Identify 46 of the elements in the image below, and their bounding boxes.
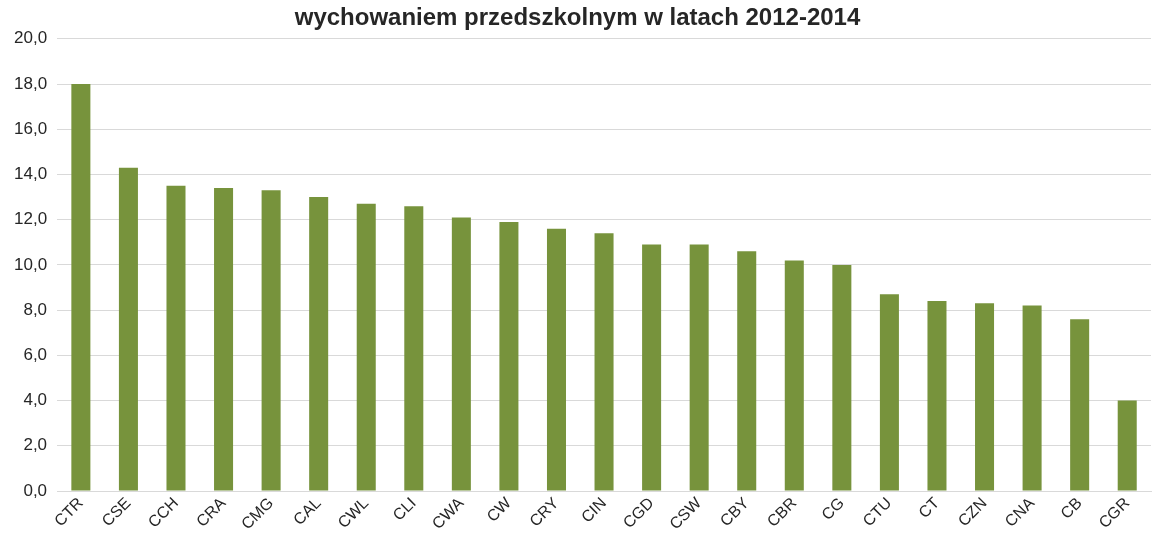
x-tick-label: CWL (334, 493, 372, 532)
bar (499, 221, 519, 491)
x-tick-label: CLI (389, 494, 420, 524)
bar (975, 303, 995, 491)
y-tick-label: 14,0 (13, 164, 48, 184)
bar (1117, 400, 1137, 491)
y-tick-label: 8,0 (23, 299, 48, 319)
x-tick-label: CG (818, 494, 848, 524)
y-tick-label: 20,0 (13, 28, 48, 48)
x-tick-label: CW (483, 493, 515, 525)
y-tick-label: 12,0 (13, 209, 48, 229)
y-tick-label: 18,0 (13, 73, 48, 93)
y-tick-label: 2,0 (23, 435, 48, 455)
bar (879, 294, 899, 491)
bar (118, 167, 138, 491)
x-tick-label: CTR (50, 494, 87, 530)
bar (451, 217, 471, 491)
bar (356, 203, 376, 491)
y-tick-label: 10,0 (13, 254, 48, 274)
bar (1070, 319, 1090, 491)
bar (71, 84, 91, 491)
x-tick-label: CT (915, 493, 943, 522)
x-tick-label: CAL (289, 493, 324, 529)
x-tick-label: CNA (1001, 493, 1038, 530)
x-tick-label: CB (1057, 494, 1085, 522)
bar (642, 244, 662, 491)
y-tick-label: 0,0 (23, 480, 48, 500)
bar (784, 260, 804, 491)
y-tick-label: 6,0 (23, 345, 48, 365)
bar (927, 301, 947, 491)
bar (594, 233, 614, 491)
bar (214, 188, 234, 491)
x-tick-label: CIN (577, 494, 610, 526)
x-tick-label: CRA (192, 493, 230, 530)
y-tick-label: 4,0 (23, 390, 48, 410)
y-tick-label: 16,0 (13, 118, 48, 138)
bar (404, 206, 424, 491)
bar (546, 228, 566, 491)
bar (309, 197, 329, 491)
bar (1022, 305, 1042, 491)
bar (261, 190, 281, 491)
chart-title: wychowaniem przedszkolnym w latach 2012-2014 (293, 3, 861, 31)
bar (832, 264, 852, 491)
bar (737, 251, 757, 491)
bar (166, 185, 186, 491)
bar (689, 244, 709, 491)
